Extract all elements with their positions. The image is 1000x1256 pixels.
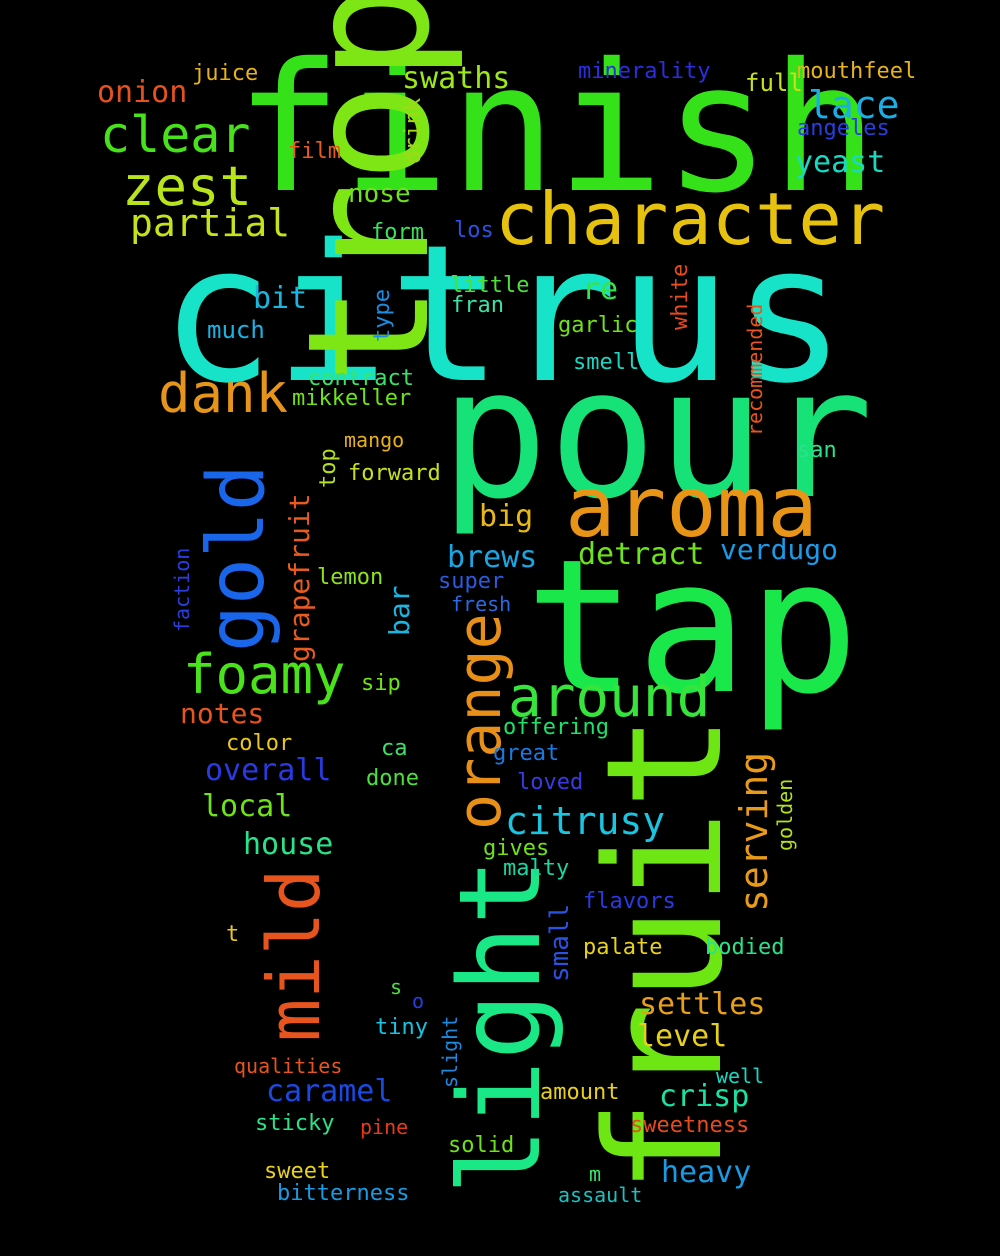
word: yeast: [795, 145, 886, 180]
word: bit: [253, 281, 308, 316]
word: caramel: [266, 1074, 393, 1109]
word: qualities: [234, 1054, 343, 1078]
word: orange: [445, 613, 515, 830]
word: nose: [348, 179, 411, 209]
word: sip: [361, 671, 401, 696]
word: character: [495, 177, 886, 261]
word: house: [243, 827, 334, 862]
word: recommended: [743, 303, 767, 436]
word: mild: [252, 868, 336, 1042]
word: brews: [447, 540, 538, 575]
word: s: [390, 975, 403, 999]
word: contract: [308, 366, 414, 391]
word: offering: [503, 715, 609, 740]
word: lemon: [317, 565, 384, 590]
word: heavy: [661, 1155, 752, 1190]
word: foamy: [183, 643, 346, 706]
word: fran: [451, 293, 504, 318]
word: level: [637, 1019, 728, 1054]
word: o: [412, 989, 425, 1013]
word: partial: [130, 201, 291, 245]
word: big: [479, 499, 534, 534]
word: drink: [401, 97, 426, 164]
word: bitterness: [277, 1181, 410, 1206]
word: gives: [483, 836, 550, 861]
word: sweetness: [630, 1113, 750, 1138]
word: pine: [360, 1115, 409, 1139]
word: type: [370, 289, 395, 342]
word: local: [202, 789, 293, 824]
word: film: [288, 139, 341, 164]
word: crisp: [659, 1079, 750, 1114]
word: garlic: [558, 313, 638, 338]
word: gold: [192, 464, 282, 652]
word: super: [438, 569, 505, 594]
word: overall: [205, 753, 332, 788]
word: sticky: [255, 1111, 335, 1136]
word: well: [716, 1064, 765, 1088]
word: dank: [158, 362, 289, 425]
word: aroma: [565, 458, 818, 556]
word: white: [668, 263, 693, 330]
word: fresh: [451, 592, 512, 616]
word: mango: [344, 428, 405, 452]
word: detract: [578, 537, 705, 572]
word: slight: [438, 1015, 462, 1088]
word: color: [226, 731, 293, 756]
word: small: [545, 903, 575, 982]
word: assault: [558, 1183, 643, 1207]
word: angeles: [797, 116, 890, 141]
word: flavors: [583, 889, 676, 914]
word: ca: [381, 736, 408, 761]
word: mouthfeel: [797, 59, 917, 84]
word: clear: [100, 106, 251, 164]
word: san: [797, 438, 837, 463]
word: tiny: [375, 1015, 428, 1040]
word: lace: [808, 83, 900, 127]
word: settles: [639, 987, 766, 1022]
word: forward: [348, 461, 441, 486]
word: much: [207, 316, 265, 344]
word: loved: [517, 770, 584, 795]
word: little: [450, 273, 530, 298]
word: m: [589, 1162, 602, 1186]
word: sweet: [264, 1159, 331, 1184]
word: done: [366, 766, 419, 791]
word: zest: [122, 155, 253, 218]
word: serving: [732, 751, 776, 912]
word: amount: [540, 1080, 620, 1105]
word: citrus: [160, 204, 847, 425]
word: great: [493, 741, 560, 766]
word: smell: [573, 350, 640, 375]
word: around: [508, 665, 711, 730]
word: palate: [583, 935, 663, 960]
word: juice: [192, 61, 259, 86]
word: faction: [170, 547, 194, 632]
word: malty: [503, 856, 570, 881]
word: top: [316, 448, 341, 488]
word: bodied: [705, 935, 785, 960]
word: onion: [97, 75, 188, 110]
word: tap: [525, 519, 860, 735]
word: finish: [235, 25, 878, 232]
word: form: [371, 220, 424, 245]
word: full: [745, 69, 803, 97]
word: t: [226, 922, 240, 947]
word: pour: [440, 330, 874, 539]
word: bar: [383, 585, 416, 636]
word: minerality: [578, 59, 711, 84]
word: mikkeller: [292, 386, 412, 411]
word: solid: [448, 1133, 515, 1158]
word: notes: [180, 697, 265, 730]
word: re: [582, 272, 619, 307]
word: los: [454, 218, 494, 243]
word: grapefruit: [283, 493, 316, 662]
word: citrusy: [505, 799, 666, 843]
word: golden: [773, 778, 797, 851]
word: verdugo: [720, 533, 839, 566]
word: swaths: [402, 61, 511, 96]
